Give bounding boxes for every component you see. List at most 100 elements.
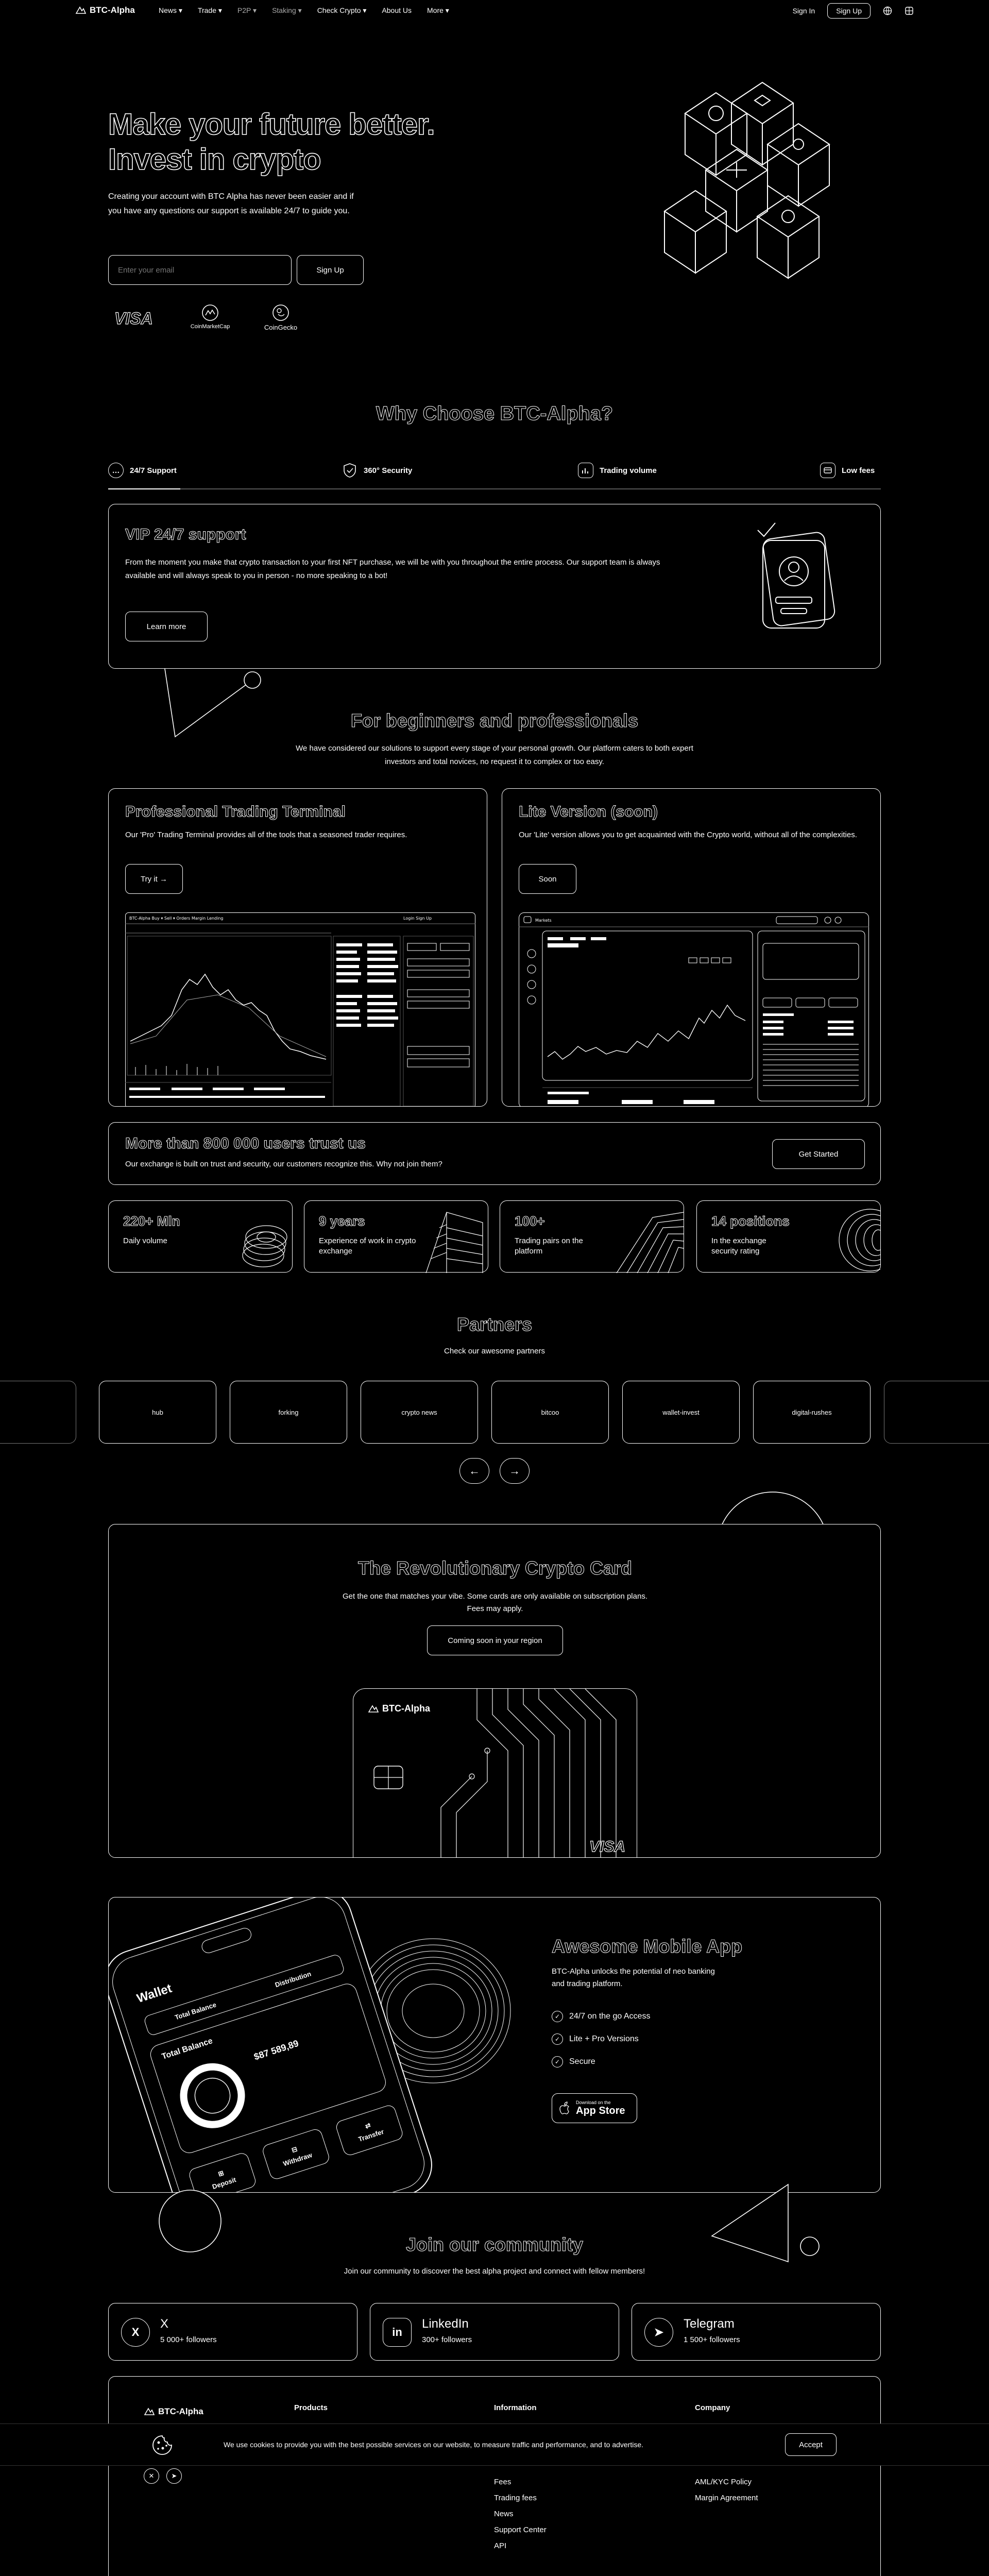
coinmarketcap-logo: CoinMarketCap bbox=[179, 304, 241, 330]
community-card-linkedin[interactable]: in LinkedIn 300+ followers bbox=[370, 2303, 619, 2361]
tab-security[interactable]: 360° Security bbox=[342, 463, 412, 478]
tab-volume-label: Trading volume bbox=[600, 466, 657, 475]
brand-logo[interactable]: BTC-Alpha bbox=[75, 5, 135, 15]
tab-volume[interactable]: Trading volume bbox=[578, 463, 657, 478]
partner-card[interactable]: forking bbox=[230, 1381, 347, 1444]
menu-about[interactable]: About Us bbox=[382, 6, 412, 14]
chat-icon: … bbox=[108, 463, 124, 478]
menu-trade[interactable]: Trade ▾ bbox=[197, 6, 222, 14]
withdraw-icon: ⊟ bbox=[290, 2144, 298, 2154]
footer-link[interactable]: Support Center bbox=[494, 2526, 547, 2534]
menu-more[interactable]: More ▾ bbox=[427, 6, 449, 14]
beginners-title: For beginners and professionals bbox=[350, 710, 639, 732]
partners-title: Partners bbox=[456, 1314, 533, 1335]
logo-icon bbox=[368, 1704, 379, 1713]
community-card-x[interactable]: X X 5 000+ followers bbox=[108, 2303, 357, 2361]
signup-button[interactable]: Sign Up bbox=[827, 3, 871, 19]
learn-more-button[interactable]: Learn more bbox=[125, 612, 208, 641]
partner-card[interactable]: hub bbox=[99, 1381, 216, 1444]
partner-card[interactable]: crypto news bbox=[361, 1381, 478, 1444]
telegram-icon: ➤ bbox=[171, 2472, 177, 2480]
footer-logo[interactable]: BTC-Alpha bbox=[144, 2406, 203, 2417]
tab-support-label: 24/7 Support bbox=[130, 466, 177, 475]
partner-name: bitcoo bbox=[541, 1408, 559, 1416]
lite-version-screenshot: Markets bbox=[519, 912, 869, 1106]
tab-fees[interactable]: Low fees bbox=[820, 463, 875, 478]
bar-chart-icon bbox=[578, 463, 593, 478]
partner-card[interactable]: wallet-invest bbox=[622, 1381, 740, 1444]
trust-banner: More than 800 000 users trust us Our exc… bbox=[108, 1122, 881, 1185]
mobile-app-title: Awesome Mobile App bbox=[551, 1936, 743, 1957]
feature-label: Lite + Pro Versions bbox=[569, 2035, 639, 2043]
community-name: X bbox=[160, 2317, 169, 2331]
carousel-prev-button[interactable]: ← bbox=[459, 1458, 489, 1484]
footer-link[interactable]: AML/KYC Policy bbox=[695, 2478, 752, 2486]
footer-info-links: Fees Trading fees News Support Center AP… bbox=[494, 2478, 547, 2557]
menu-news[interactable]: News ▾ bbox=[159, 6, 182, 14]
partner-card[interactable]: bitcoo bbox=[491, 1381, 609, 1444]
building-illustration bbox=[425, 1212, 483, 1273]
menu-p2p[interactable]: P2P ▾ bbox=[237, 6, 257, 14]
tab-support[interactable]: … 24/7 Support bbox=[108, 463, 177, 478]
hero-title: Make your future better. Invest in crypt… bbox=[108, 107, 435, 177]
hero-email-input[interactable] bbox=[108, 255, 292, 285]
stat-volume-label: Daily volume bbox=[123, 1236, 167, 1245]
x-icon: ✕ bbox=[148, 2472, 155, 2480]
theme-icon[interactable] bbox=[905, 6, 914, 15]
pro-terminal-title: Professional Trading Terminal bbox=[125, 803, 346, 821]
feature-label: 24/7 on the go Access bbox=[569, 2012, 651, 2021]
footer-link[interactable]: News bbox=[494, 2510, 514, 2518]
menu-check-crypto[interactable]: Check Crypto ▾ bbox=[317, 6, 367, 14]
coming-soon-button[interactable]: Coming soon in your region bbox=[427, 1625, 563, 1655]
get-started-button[interactable]: Get Started bbox=[772, 1139, 865, 1169]
phone-balance-card: Total Balance $87 589,89 bbox=[147, 1981, 389, 2156]
footer-link[interactable]: Margin Agreement bbox=[695, 2494, 758, 2502]
footer-link[interactable]: Fees bbox=[494, 2478, 511, 2486]
check-icon: ✓ bbox=[552, 2011, 563, 2022]
logo-icon bbox=[75, 6, 87, 14]
tab-fees-label: Low fees bbox=[842, 466, 875, 475]
coingecko-logo: CoinGecko bbox=[252, 304, 309, 331]
footer-link[interactable]: Trading fees bbox=[494, 2494, 537, 2502]
active-tab-indicator bbox=[108, 488, 180, 489]
cookie-icon bbox=[152, 2435, 172, 2455]
stat-card-years: 9 years Experience of work in crypto exc… bbox=[304, 1200, 488, 1273]
partner-name: wallet-invest bbox=[662, 1408, 700, 1416]
cookie-accept-button[interactable]: Accept bbox=[785, 2433, 837, 2456]
coinmarketcap-icon bbox=[202, 304, 218, 321]
hero-signup-button[interactable]: Sign Up bbox=[297, 255, 364, 285]
card-logo: BTC-Alpha bbox=[368, 1703, 430, 1714]
partner-name: digital-rushes bbox=[792, 1408, 832, 1416]
deposit-icon: ⊞ bbox=[217, 2168, 225, 2178]
partner-card[interactable]: digital-rushes bbox=[753, 1381, 871, 1444]
community-card-telegram[interactable]: ➤ Telegram 1 500+ followers bbox=[632, 2303, 881, 2361]
community-followers: 5 000+ followers bbox=[160, 2335, 217, 2344]
why-tabs: … 24/7 Support 360° Security Trading vol… bbox=[108, 453, 881, 489]
footer: BTC-Alpha Products Information Company F… bbox=[108, 2376, 881, 2576]
signin-link[interactable]: Sign In bbox=[792, 7, 815, 15]
coingecko-label: CoinGecko bbox=[264, 324, 298, 331]
donut-chart-icon bbox=[180, 2063, 245, 2128]
coin-stack-illustration bbox=[242, 1225, 287, 1267]
carousel-next-button[interactable]: → bbox=[500, 1458, 530, 1484]
apple-icon bbox=[559, 2102, 569, 2114]
soon-button[interactable]: Soon bbox=[519, 864, 576, 894]
menu-staking[interactable]: Staking ▾ bbox=[272, 6, 302, 14]
why-title: Why Choose BTC-Alpha? bbox=[376, 403, 613, 425]
fees-icon bbox=[820, 463, 835, 478]
partner-card-partial-left bbox=[0, 1381, 76, 1444]
footer-link[interactable]: API bbox=[494, 2541, 507, 2550]
try-it-button[interactable]: Try it → bbox=[125, 864, 183, 894]
check-icon: ✓ bbox=[552, 2056, 563, 2067]
footer-social-x[interactable]: ✕ bbox=[144, 2468, 159, 2484]
hero-cubes-illustration bbox=[663, 81, 830, 279]
app-store-button[interactable]: Download on the App Store bbox=[552, 2093, 637, 2123]
footer-social-telegram[interactable]: ➤ bbox=[166, 2468, 182, 2484]
stat-card-positions: 14 positions In the exchange security ra… bbox=[696, 1200, 881, 1273]
visa-logo: VISA bbox=[114, 309, 153, 328]
language-icon[interactable] bbox=[883, 6, 892, 15]
why-panel-text: From the moment you make that crypto tra… bbox=[125, 558, 660, 580]
community-name: LinkedIn bbox=[422, 2317, 469, 2331]
circuit-pattern bbox=[373, 1689, 617, 1857]
feature-label: Secure bbox=[569, 2057, 595, 2066]
